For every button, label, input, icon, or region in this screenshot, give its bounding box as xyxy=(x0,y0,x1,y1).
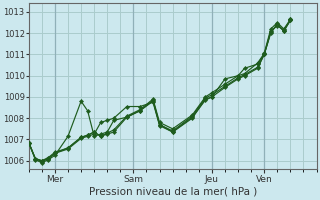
X-axis label: Pression niveau de la mer( hPa ): Pression niveau de la mer( hPa ) xyxy=(89,187,257,197)
